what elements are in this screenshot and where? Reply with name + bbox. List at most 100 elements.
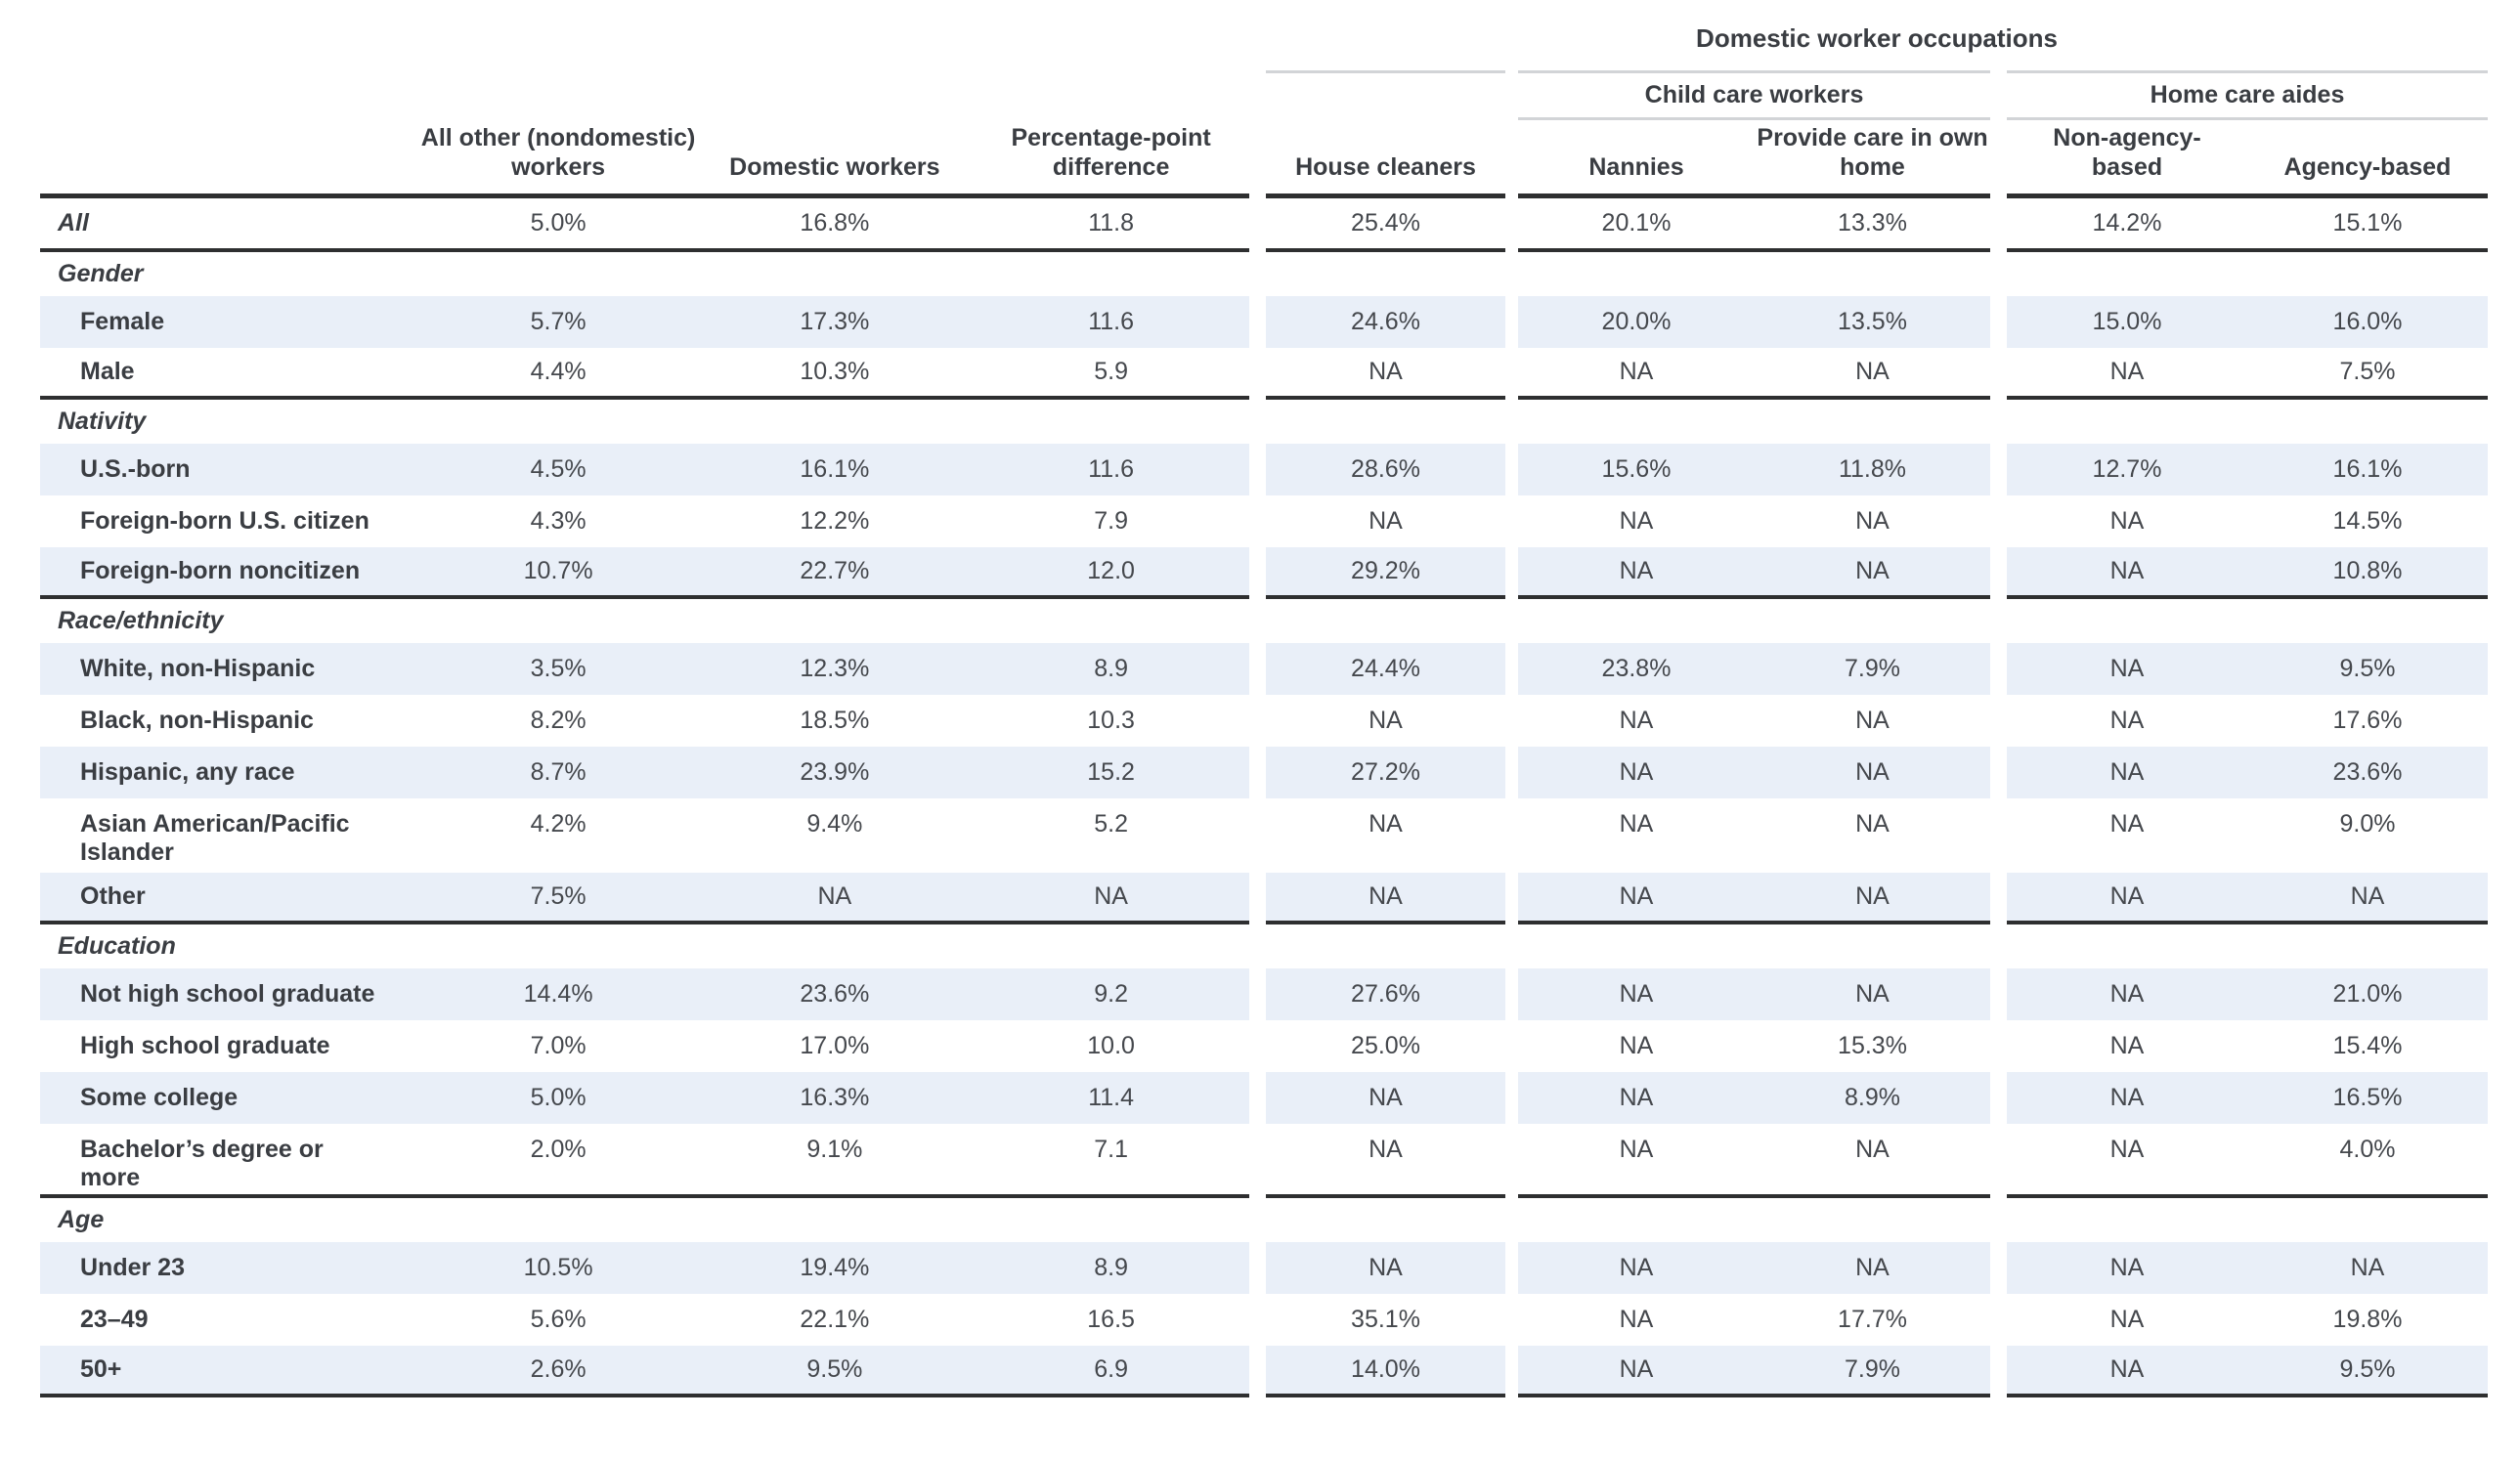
cell-value: 14.4% — [523, 980, 593, 1008]
cell-value: 22.1% — [800, 1306, 870, 1333]
table-row: Male 4.4% 10.3% 5.9 — [40, 348, 1249, 400]
table-row: NA 16.5% — [2007, 1072, 2488, 1124]
cell-value: 15.0% — [2092, 308, 2162, 335]
cell-value: NA — [2109, 1306, 2145, 1333]
child-care-subheaders: Nannies Provide care in own home — [1518, 120, 1990, 193]
table-row: NA 15.3% — [1518, 1020, 1990, 1072]
cell-value: 14.0% — [1351, 1355, 1420, 1383]
table-row: U.S.-born 4.5% 16.1% 11.6 — [40, 444, 1249, 495]
cell-value: 12.3% — [800, 655, 870, 682]
section-header-row — [1266, 252, 1505, 296]
table-row: White, non-Hispanic 3.5% 12.3% 8.9 — [40, 643, 1249, 695]
col-header-agency-based: Agency-based — [2283, 153, 2452, 181]
cell-value: NA — [1619, 810, 1654, 838]
table-row: Asian American/Pacific Islander 4.2% 9.4% 5… — [40, 798, 1249, 873]
row-label: Asian American/Pacific Islander — [80, 810, 350, 866]
section-label: Gender — [58, 260, 144, 287]
cell-value: 17.6% — [2332, 707, 2403, 734]
cell-value: 15.3% — [1838, 1032, 1907, 1059]
table-row: NA NA — [1518, 547, 1990, 599]
cell-value: NA — [1855, 507, 1890, 535]
cell-value: 22.7% — [800, 557, 870, 584]
table-row: NA 9.5% — [2007, 643, 2488, 695]
cell-value: NA — [1619, 1355, 1654, 1383]
cell-value: 27.2% — [1351, 758, 1420, 786]
section-header-row — [2007, 252, 2488, 296]
cell-value: NA — [1855, 707, 1890, 734]
table-row: 14.0% — [1266, 1346, 1505, 1397]
cell-value: NA — [1619, 882, 1654, 910]
section-header-row — [2007, 400, 2488, 444]
table-row: 27.2% — [1266, 747, 1505, 798]
table-row: 27.6% — [1266, 968, 1505, 1020]
table-row: NA 19.8% — [2007, 1294, 2488, 1346]
cell-value: 3.5% — [530, 655, 587, 682]
cell-value: NA — [1369, 358, 1403, 385]
cell-value: 9.2 — [1094, 980, 1128, 1008]
cell-value: 8.9% — [1845, 1084, 1900, 1111]
row-label: Not high school graduate — [80, 980, 375, 1008]
cell-value: 16.3% — [800, 1084, 870, 1111]
cell-value: 15.4% — [2332, 1032, 2403, 1059]
cell-value: NA — [2109, 655, 2145, 682]
row-label: Under 23 — [80, 1254, 185, 1281]
cell-value: 5.2 — [1094, 810, 1128, 838]
table-row: 28.6% — [1266, 444, 1505, 495]
col-header-provide-care-own-home: Provide care in own home — [1757, 124, 1988, 181]
table-row: 29.2% — [1266, 547, 1505, 599]
cell-value: NA — [2350, 882, 2385, 910]
cell-value: NA — [1369, 1084, 1403, 1111]
row-label: Hispanic, any race — [80, 758, 295, 786]
cell-value: 15.1% — [2332, 209, 2403, 236]
cell-value: NA — [2109, 1355, 2145, 1383]
table-row: NA 7.5% — [2007, 348, 2488, 400]
table-row: All 5.0% 16.8% 11.8 — [40, 198, 1249, 252]
table-row: NA 15.4% — [2007, 1020, 2488, 1072]
cell-value: NA — [2109, 758, 2145, 786]
row-label: Foreign-born U.S. citizen — [80, 507, 369, 535]
row-label: U.S.-born — [80, 455, 191, 483]
cell-value: 8.9 — [1094, 655, 1128, 682]
table-row: Some college 5.0% 16.3% 11.4 — [40, 1072, 1249, 1124]
cell-value: 11.6 — [1088, 455, 1135, 483]
cell-value: 7.9% — [1845, 1355, 1900, 1383]
table-row: 50+ 2.6% 9.5% 6.9 — [40, 1346, 1249, 1397]
cell-value: 23.6% — [2332, 758, 2403, 786]
table-row: NA NA — [2007, 1242, 2488, 1294]
section-header-row — [2007, 1198, 2488, 1242]
cell-value: 14.5% — [2332, 507, 2403, 535]
table-row: NA 9.0% — [2007, 798, 2488, 873]
cell-value: 9.5% — [2339, 1355, 2396, 1383]
cell-value: 12.7% — [2092, 455, 2162, 483]
cell-value: 16.8% — [800, 209, 870, 236]
cell-value: 28.6% — [1351, 455, 1420, 483]
cell-value: NA — [2109, 557, 2145, 584]
cell-value: NA — [1855, 1136, 1890, 1163]
row-label: High school graduate — [80, 1032, 330, 1059]
section-header-row — [1518, 1198, 1990, 1242]
section-header-row: Education — [40, 924, 1249, 968]
table-row: NA 14.5% — [2007, 495, 2488, 547]
cell-value: NA — [1855, 882, 1890, 910]
section-header-row: Race/ethnicity — [40, 599, 1249, 643]
cell-value: 19.4% — [800, 1254, 870, 1281]
cell-value: NA — [1619, 1032, 1654, 1059]
section-header-row — [2007, 924, 2488, 968]
row-label: Other — [80, 882, 146, 910]
domestic-worker-occupations-region: Domestic worker occupations House cleane… — [1266, 6, 2488, 1397]
table-row: 24.4% — [1266, 643, 1505, 695]
table-row: NA NA — [1518, 798, 1990, 873]
section-header-row — [1266, 924, 1505, 968]
cell-value: NA — [1619, 1306, 1654, 1333]
cell-value: 17.3% — [800, 308, 870, 335]
cell-value: 16.5 — [1087, 1306, 1135, 1333]
table-row: NA NA — [1518, 968, 1990, 1020]
cell-value: NA — [2350, 1254, 2385, 1281]
demographics-table: All other (nondomestic) workers Domestic… — [40, 6, 2488, 1397]
cell-value: 15.6% — [1601, 455, 1672, 483]
cell-value: NA — [2109, 1032, 2145, 1059]
cell-value: 8.2% — [530, 707, 587, 734]
cell-value: 19.8% — [2332, 1306, 2403, 1333]
cell-value: NA — [1855, 758, 1890, 786]
cell-value: 25.0% — [1351, 1032, 1420, 1059]
